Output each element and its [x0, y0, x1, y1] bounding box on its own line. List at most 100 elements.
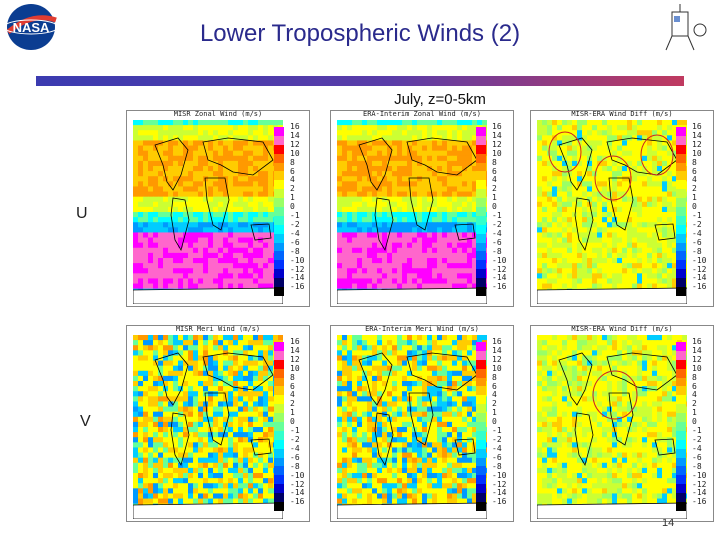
colorbar-swatch — [676, 162, 686, 172]
colorbar-swatch — [476, 233, 486, 243]
page-number: 14 — [662, 517, 675, 529]
colorbar-swatch — [274, 251, 284, 261]
colorbar-swatch — [274, 493, 284, 503]
colorbar-tick-label: 10 — [492, 148, 502, 158]
colorbar-swatch — [274, 260, 284, 270]
wind-map — [133, 335, 283, 519]
colorbar-tick-label: -4 — [290, 443, 300, 453]
colorbar-swatch — [476, 484, 486, 494]
colorbar-tick-label: -4 — [692, 443, 702, 453]
colorbar-swatch — [676, 386, 686, 396]
coastline — [202, 137, 274, 176]
colorbar-swatch — [476, 457, 486, 467]
coastline — [574, 197, 594, 252]
colorbar-tick-label: 16 — [492, 122, 502, 131]
colorbar-tick-label: -2 — [290, 434, 300, 444]
colorbar-swatch — [476, 413, 486, 423]
colorbar-swatch — [676, 457, 686, 467]
colorbar-tick-label: 8 — [692, 372, 697, 382]
colorbar-tick-label: 12 — [492, 354, 502, 364]
colorbar-swatch — [676, 144, 686, 154]
colorbar-swatch — [676, 180, 686, 190]
colorbar-tick-label: -10 — [492, 470, 507, 480]
colorbar-tick-label: 4 — [692, 175, 697, 185]
colorbar-tick-label: -10 — [692, 255, 707, 265]
colorbar-swatch — [676, 422, 686, 431]
colorbar-tick-label: -8 — [492, 246, 502, 256]
colorbar-tick-label: 1 — [290, 193, 295, 203]
colorbar-swatch — [476, 189, 486, 199]
coastline — [558, 137, 593, 191]
colorbar-labels: 16 14 12 10 8 6 4 2 1 0 -1 -2 -4 -6 -8 -10 -12 -14 -16 — [692, 122, 707, 292]
colorbar-swatch — [676, 368, 686, 378]
colorbar-swatch — [274, 377, 284, 387]
colorbar-tick-label: -1 — [290, 426, 300, 436]
colorbar-tick-label: -14 — [290, 273, 305, 283]
highlight-circle — [594, 155, 632, 201]
coastline — [170, 197, 190, 252]
colorbar-tick-label: 10 — [692, 363, 702, 373]
colorbar-tick-label: -14 — [290, 488, 305, 498]
colorbar-tick-label: 8 — [290, 372, 295, 382]
instrument-logo — [662, 2, 710, 52]
colorbar-swatch — [476, 466, 486, 476]
colorbar-tick-label: 14 — [290, 345, 300, 355]
colorbar-swatch — [476, 359, 486, 369]
panel-era-zonal: ERA-Interim Zonal Wind (m/s) — [330, 110, 514, 307]
nasa-logo: NASA — [2, 2, 60, 52]
panel-title: ERA-Interim Meri Wind (m/s) — [365, 325, 479, 333]
colorbar-swatch — [274, 162, 284, 172]
colorbar-swatch — [476, 215, 486, 225]
colorbar-swatch — [476, 269, 486, 279]
colorbar-swatch — [676, 224, 686, 234]
colorbar-tick-label: -12 — [492, 264, 507, 274]
colorbar-swatch — [274, 207, 284, 216]
colorbar-tick-label: 14 — [492, 345, 502, 355]
colorbar-swatch — [476, 162, 486, 172]
colorbar-swatch — [476, 342, 486, 351]
colorbar-swatch — [274, 135, 284, 145]
colorbar-tick-label: -12 — [692, 264, 707, 274]
colorbar-swatch — [476, 198, 486, 208]
colorbar-tick-label: 6 — [692, 381, 697, 391]
colorbar-tick-label: -8 — [492, 461, 502, 471]
coastline — [408, 177, 434, 231]
colorbar-tick-label: -2 — [492, 219, 502, 229]
colorbar-tick-label: 1 — [692, 408, 697, 418]
colorbar-swatch — [476, 368, 486, 378]
colorbar-swatch — [676, 269, 686, 279]
colorbar-swatch — [274, 171, 284, 181]
colorbar-swatch — [274, 359, 284, 369]
slide-subtitle: July, z=0-5km — [394, 91, 486, 108]
coastline — [170, 412, 190, 467]
colorbar-swatch — [676, 251, 686, 261]
highlight-circle — [548, 131, 582, 173]
slide-title: Lower Tropospheric Winds (2) — [199, 20, 521, 47]
coastline — [374, 197, 394, 252]
colorbar-tick-label: -10 — [692, 470, 707, 480]
coastline — [250, 438, 272, 456]
colorbar-swatch — [476, 404, 486, 414]
colorbar-swatch — [274, 269, 284, 279]
colorbar-swatch — [676, 198, 686, 208]
coastline — [358, 137, 393, 191]
colorbar-tick-label: -2 — [492, 434, 502, 444]
colorbar-swatch — [676, 350, 686, 360]
coastline — [204, 177, 230, 231]
coastline — [133, 502, 283, 519]
coastline — [204, 392, 230, 446]
colorbar-swatch — [274, 224, 284, 234]
coastline — [654, 438, 676, 456]
colorbar-tick-label: -8 — [692, 246, 702, 256]
coastline — [250, 223, 272, 241]
colorbar-swatch — [274, 430, 284, 440]
colorbar-tick-label: 2 — [692, 184, 697, 194]
colorbar-swatch — [274, 287, 284, 296]
colorbar-swatch — [274, 342, 284, 351]
coastline — [454, 223, 476, 241]
wind-map — [537, 120, 687, 304]
colorbar-swatch — [476, 260, 486, 270]
colorbar-tick-label: -16 — [492, 497, 507, 507]
colorbar-swatch — [476, 224, 486, 234]
colorbar-tick-label: 4 — [492, 175, 497, 185]
